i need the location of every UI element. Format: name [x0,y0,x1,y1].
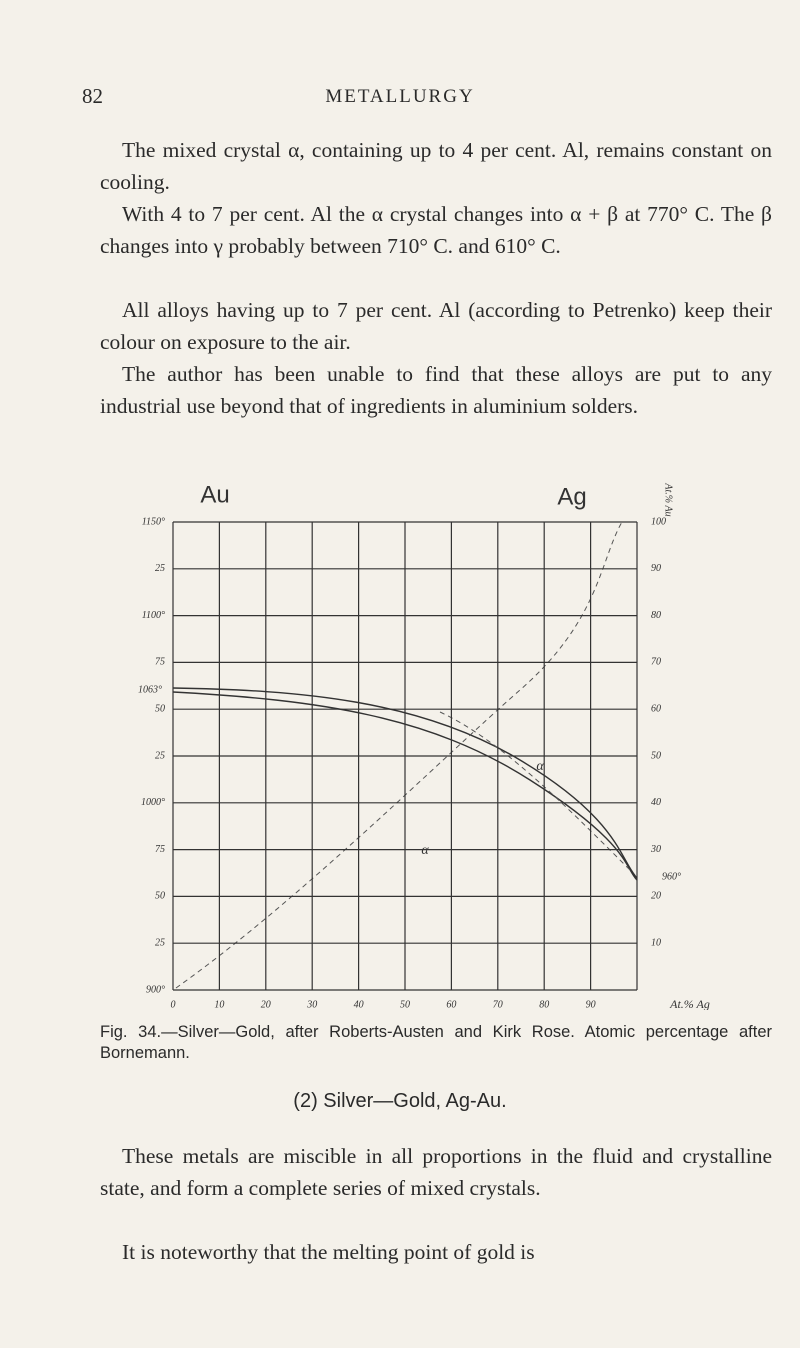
left-label: 50 [155,891,165,902]
right-label: 90 [651,563,661,574]
label: Ag [557,483,586,510]
left-label: 1150° [142,516,165,527]
bottom-label: 10 [214,999,224,1010]
right-label: 100 [651,516,666,527]
annotation: 960° [662,871,681,882]
right-label: 20 [651,891,661,902]
left-label: 1100° [142,610,165,621]
bottom-label: 40 [354,999,364,1010]
dashed-lines [175,521,631,989]
left-label: 1000° [141,797,165,808]
bottom-label: 50 [400,999,410,1010]
annotation: α [536,759,544,774]
label: Au [200,481,229,508]
right-label: 60 [651,703,661,714]
left-label: 75 [155,844,165,855]
bottom-label: 80 [539,999,549,1010]
bottom-label: 30 [306,999,317,1010]
paragraph: The author has been unable to find that … [100,362,772,418]
running-head: METALLURGY [325,86,475,107]
paragraph: All alloys having up to 7 per cent. Al (… [100,298,772,354]
paragraph: The mixed crystal α, containing up to 4 … [100,138,772,194]
left-label: 900° [146,984,165,995]
right-label: 70 [651,657,661,668]
bottom-label: 20 [261,999,271,1010]
page-number: 82 [82,84,103,108]
annotation: α [421,843,429,858]
right-label: 50 [651,750,661,761]
right-label: 10 [651,937,661,948]
left-label: 25 [155,937,165,948]
left-label: 50 [155,703,165,714]
axis-title: At.% Ag [669,997,710,1010]
section-heading: (2) Silver—Gold, Ag-Au. [293,1090,507,1112]
paragraph: It is noteworthy that the melting point … [122,1240,535,1264]
bottom-label: 60 [446,999,456,1010]
left-label: 25 [155,750,165,761]
annotation: 1063° [138,684,162,695]
curves [172,687,638,881]
left-label: 75 [155,657,165,668]
paragraph: With 4 to 7 per cent. Al the α crystal c… [100,202,772,258]
phase-diagram: Au Ag At.% Au At.% Ag 1063° 960° α α 115… [138,481,710,1010]
figure-caption: Fig. 34.—Silver—Gold, after Roberts-Aust… [100,1023,772,1062]
bottom-label: 70 [493,999,503,1010]
axis-title: At.% Au [663,482,674,516]
bottom-label: 0 [171,999,176,1010]
right-label: 30 [650,844,661,855]
paragraph: These metals are miscible in all proport… [100,1144,772,1200]
left-label: 25 [155,563,165,574]
bottom-label: 90 [586,999,596,1010]
right-label: 80 [651,610,661,621]
right-label: 40 [651,797,661,808]
